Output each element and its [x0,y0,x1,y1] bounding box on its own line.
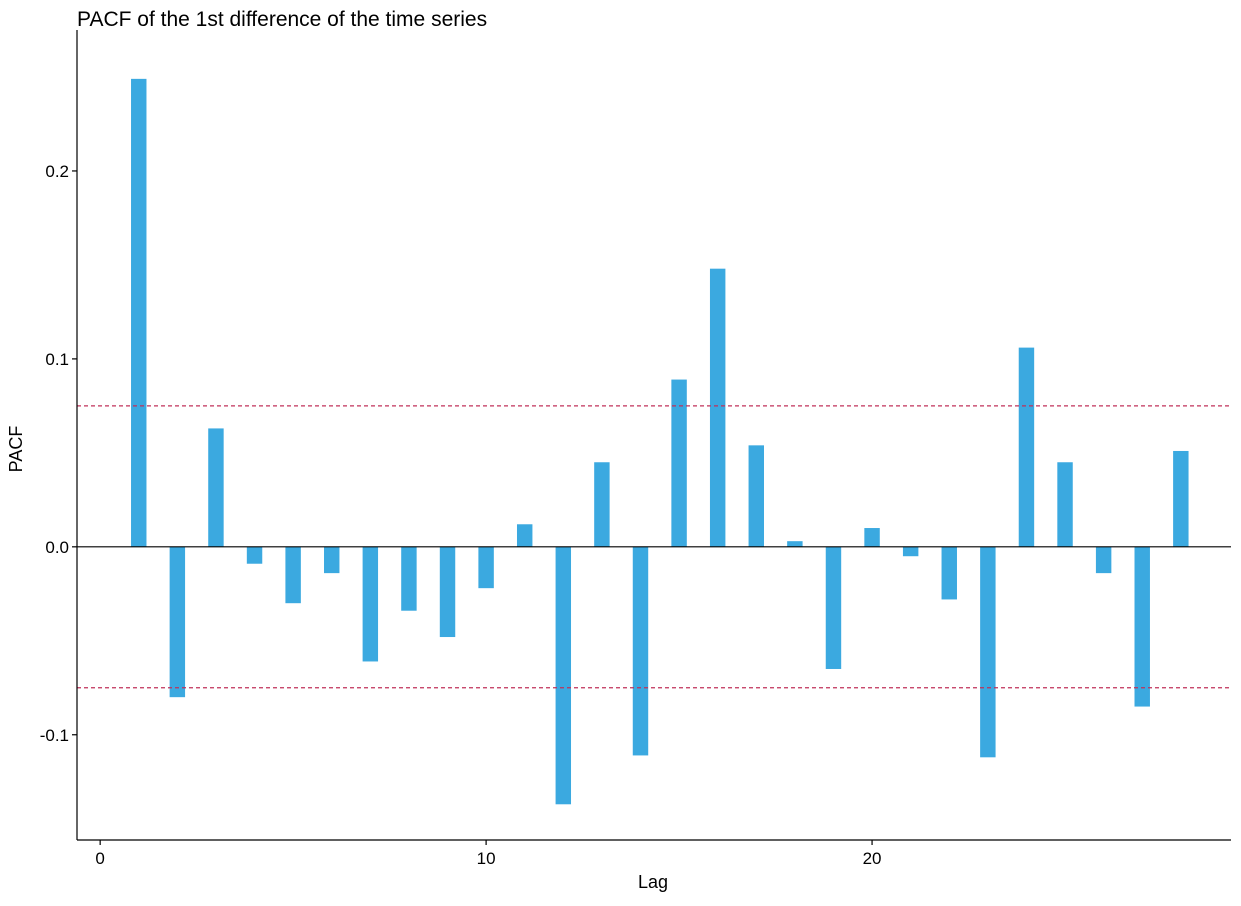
y-tick-label: -0.1 [40,726,69,745]
y-axis-label: PACF [6,426,26,473]
pacf-bar [632,546,649,756]
x-tick-label: 0 [95,849,104,868]
pacf-bar [709,268,726,547]
pacf-bar [555,546,572,805]
x-tick-label: 10 [477,849,496,868]
pacf-bar [1057,462,1073,547]
pacf-bar [1095,546,1112,574]
pacf-bar [401,546,417,611]
x-axis-label: Lag [638,872,668,892]
pacf-bar [208,428,224,547]
pacf-bar [324,546,340,574]
pacf-bar [864,528,880,547]
pacf-bar [787,541,803,547]
pacf-bar [478,546,494,589]
pacf-bar [980,546,996,758]
pacf-bar [131,78,147,547]
chart-title: PACF of the 1st difference of the time s… [77,8,487,31]
pacf-bar [1173,450,1189,547]
pacf-bar [1018,347,1035,547]
pacf-bar [594,462,610,547]
y-tick-label: 0.0 [45,538,69,557]
pacf-bar [825,546,842,669]
pacf-bar [362,546,379,662]
pacf-bar [902,546,919,557]
y-axis-label-group: PACF [6,426,26,473]
pacf-bar [516,524,533,547]
pacf-bar [671,379,687,547]
x-tick-label: 20 [863,849,882,868]
plot-area: -0.1 0.0 0.1 0.2 0 10 20 [40,30,1231,868]
pacf-bar [941,546,957,600]
y-tick-label: 0.1 [45,350,69,369]
pacf-bar [169,546,186,698]
pacf-bar [285,546,301,604]
pacf-bar [439,546,456,638]
pacf-bar [748,445,764,547]
y-tick-label: 0.2 [45,162,69,181]
pacf-bar [246,546,263,564]
pacf-bar [1134,546,1150,707]
